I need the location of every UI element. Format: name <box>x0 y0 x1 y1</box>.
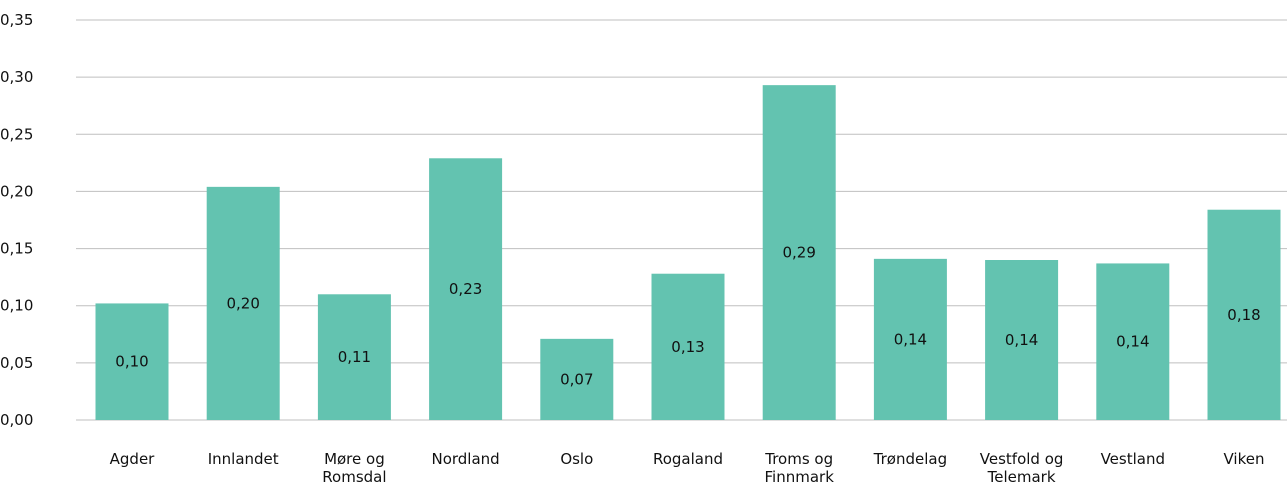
bar-data-label: 0,10 <box>115 353 148 371</box>
bar-data-label: 0,29 <box>782 244 815 262</box>
bar <box>95 303 169 420</box>
bar <box>317 294 391 420</box>
y-tick-label: 0,20 <box>0 182 33 200</box>
y-tick-label: 0,30 <box>0 68 33 86</box>
bar-data-label: 0,14 <box>894 330 927 348</box>
x-category-label: Rogaland <box>653 450 723 468</box>
y-tick-label: 0,15 <box>0 240 33 258</box>
bar <box>1096 263 1170 420</box>
x-category-label: Vestland <box>1101 450 1165 468</box>
bar-data-label: 0,07 <box>560 370 593 388</box>
bar <box>1207 209 1281 420</box>
bar <box>206 186 280 420</box>
x-category-label: Agder <box>110 450 156 468</box>
bar-data-label: 0,14 <box>1005 331 1038 349</box>
x-category-label: Vestfold og <box>980 450 1064 468</box>
x-category-label: Innlandet <box>208 450 279 468</box>
bar <box>985 260 1059 420</box>
bar <box>540 338 614 420</box>
y-tick-label: 0,35 <box>0 11 33 29</box>
x-category-label: Troms og <box>764 450 833 468</box>
x-category-label: Viken <box>1224 450 1265 468</box>
bar-data-label: 0,13 <box>671 338 704 356</box>
y-tick-label: 0,10 <box>0 297 33 315</box>
x-category-label: Trøndelag <box>873 450 947 468</box>
bar <box>873 258 947 420</box>
y-tick-label: 0,05 <box>0 354 33 372</box>
x-category-label: Møre og <box>324 450 385 468</box>
y-axis-tick-labels: 0,00 0,05 0,10 0,15 0,20 0,25 0,30 0,35 <box>0 11 33 429</box>
bar-data-label: 0,20 <box>226 294 259 312</box>
y-tick-label: 0,00 <box>0 411 33 429</box>
x-category-label: Romsdal <box>322 468 386 486</box>
y-tick-label: 0,25 <box>0 125 33 143</box>
x-category-label: Finnmark <box>765 468 835 486</box>
bar-data-label: 0,18 <box>1227 306 1260 324</box>
x-category-label: Telemark <box>987 468 1056 486</box>
bar-data-label: 0,14 <box>1116 333 1149 351</box>
bars: 0,10 0,20 0,11 0,23 0,07 0,13 0,29 0,14 0,14 0,14… <box>95 85 1281 421</box>
bar <box>429 158 503 421</box>
bar <box>762 85 836 421</box>
bar-data-label: 0,23 <box>449 280 482 298</box>
bar <box>651 273 725 420</box>
x-category-label: Nordland <box>431 450 499 468</box>
x-category-label: Oslo <box>560 450 593 468</box>
bar-data-label: 0,11 <box>338 348 371 366</box>
